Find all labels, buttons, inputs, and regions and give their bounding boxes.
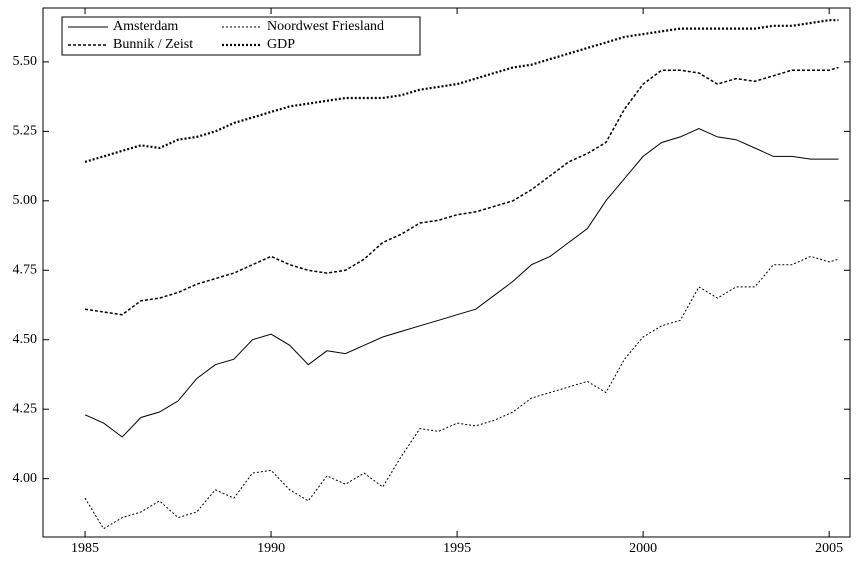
- plot-frame: [42, 7, 851, 538]
- y-tick-label: 5.50: [13, 54, 38, 69]
- x-tick-label: 1990: [257, 541, 285, 556]
- y-tick-label: 4.50: [13, 332, 38, 347]
- legend-label: Amsterdam: [113, 19, 178, 34]
- x-tick-label: 1985: [71, 541, 99, 556]
- series-line: [84, 19, 839, 163]
- y-tick-label: 4.25: [13, 401, 38, 416]
- legend-box: [61, 16, 421, 56]
- series-line: [84, 128, 839, 438]
- x-tick-label: 1995: [443, 541, 471, 556]
- x-tick-label: 2005: [815, 541, 843, 556]
- y-tick-label: 4.75: [13, 262, 38, 277]
- legend-label: GDP: [267, 37, 295, 52]
- y-tick-label: 4.00: [13, 471, 38, 486]
- y-tick-label: 5.00: [13, 193, 38, 208]
- legend-label: Noordwest Friesland: [267, 19, 384, 34]
- series-line: [84, 255, 839, 530]
- legend-label: Bunnik / Zeist: [113, 37, 193, 52]
- x-tick-label: 2000: [629, 541, 657, 556]
- y-tick-label: 5.25: [13, 124, 38, 139]
- series-line: [84, 66, 839, 316]
